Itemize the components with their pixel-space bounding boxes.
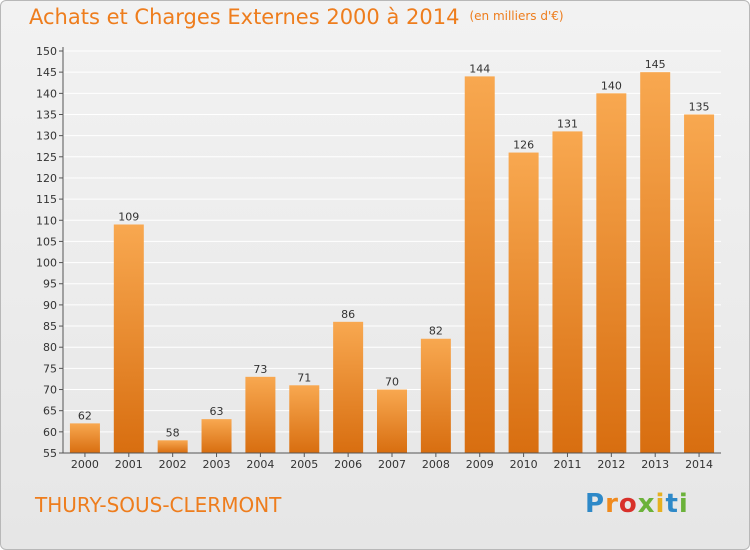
- bar: [640, 72, 671, 453]
- x-tick-label: 2012: [597, 458, 625, 471]
- x-tick-label: 2000: [71, 458, 99, 471]
- logo-letter: r: [605, 489, 619, 519]
- bar: [684, 114, 715, 453]
- y-tick-label: 145: [36, 66, 57, 79]
- data-label: 86: [341, 308, 355, 321]
- data-label: 131: [557, 117, 578, 130]
- data-label: 82: [429, 325, 443, 338]
- data-label: 71: [297, 371, 311, 384]
- y-tick-label: 105: [36, 235, 57, 248]
- logo-letter: o: [618, 489, 638, 519]
- x-tick-label: 2009: [466, 458, 494, 471]
- x-tick-label: 2008: [422, 458, 450, 471]
- bar: [157, 440, 188, 453]
- data-label: 70: [385, 376, 399, 389]
- y-tick-label: 75: [43, 362, 57, 375]
- y-tick-label: 95: [43, 278, 57, 291]
- y-tick-label: 85: [43, 320, 57, 333]
- bar: [377, 389, 407, 453]
- x-tick-label: 2003: [203, 458, 231, 471]
- bar: [552, 131, 583, 453]
- y-tick-label: 90: [43, 299, 57, 312]
- chart-title: Achats et Charges Externes 2000 à 2014 (e…: [29, 5, 564, 29]
- bar: [201, 419, 232, 453]
- bar: [289, 385, 320, 453]
- commune-name: THURY-SOUS-CLERMONT: [35, 493, 282, 517]
- data-label: 63: [210, 405, 224, 418]
- bar: [69, 423, 100, 453]
- logo-letter: P: [585, 489, 606, 519]
- bar: [113, 224, 144, 453]
- data-label: 140: [601, 79, 622, 92]
- y-tick-label: 120: [36, 172, 57, 185]
- x-tick-label: 2007: [378, 458, 406, 471]
- logo-letter: x: [637, 489, 656, 519]
- y-tick-label: 80: [43, 341, 57, 354]
- proxiti-logo: Proxiti: [585, 489, 689, 519]
- data-label: 126: [513, 139, 534, 152]
- bar: [508, 152, 539, 453]
- data-label: 144: [469, 62, 490, 75]
- y-tick-label: 135: [36, 108, 57, 121]
- data-label: 73: [253, 363, 267, 376]
- y-tick-label: 140: [36, 87, 57, 100]
- x-tick-label: 2013: [641, 458, 669, 471]
- bar: [245, 376, 276, 453]
- chart-title-text: Achats et Charges Externes 2000 à 2014: [29, 5, 460, 29]
- y-tick-label: 65: [43, 405, 57, 418]
- bar: [596, 93, 627, 453]
- data-label: 58: [166, 426, 180, 439]
- logo-letter: i: [678, 489, 689, 519]
- bar: [333, 321, 364, 453]
- x-tick-label: 2005: [290, 458, 318, 471]
- data-label: 135: [689, 100, 710, 113]
- y-tick-label: 110: [36, 214, 57, 227]
- y-tick-label: 125: [36, 151, 57, 164]
- data-label: 145: [645, 58, 666, 71]
- y-tick-label: 70: [43, 384, 57, 397]
- logo-letter: i: [655, 489, 666, 519]
- x-tick-label: 2001: [115, 458, 143, 471]
- y-tick-label: 130: [36, 130, 57, 143]
- x-tick-label: 2002: [159, 458, 187, 471]
- value-labels: 62 109 58 63 73 71 86 70 82 144 126 131 140 145 135: [78, 58, 710, 439]
- bar: [464, 76, 495, 454]
- y-tick-label: 115: [36, 193, 57, 206]
- x-tick-label: 2004: [246, 458, 274, 471]
- y-tick-label: 150: [36, 45, 57, 58]
- x-tick-label: 2011: [553, 458, 581, 471]
- y-tick-label: 55: [43, 447, 57, 460]
- chart-unit: (en milliers d'€): [469, 9, 564, 23]
- x-tick-label: 2010: [510, 458, 538, 471]
- logo-letter: t: [665, 489, 679, 519]
- data-label: 109: [118, 210, 139, 223]
- y-tick-label: 60: [43, 426, 57, 439]
- x-tick-label: 2014: [685, 458, 713, 471]
- y-tick-label: 100: [36, 257, 57, 270]
- bar: [420, 338, 451, 453]
- data-label: 62: [78, 409, 92, 422]
- x-tick-label: 2006: [334, 458, 362, 471]
- axes: 55 60 65 70 75 80 85 90 95 100 105 110 115 120 125 130 1…: [36, 45, 721, 471]
- bars: [69, 72, 715, 454]
